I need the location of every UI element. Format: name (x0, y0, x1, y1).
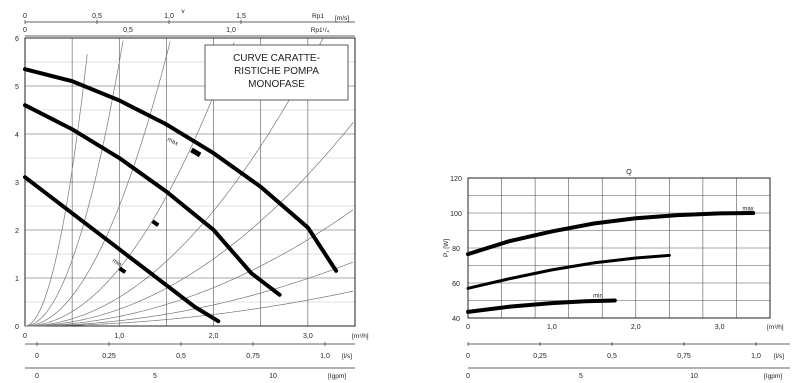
top-axis-1-name: Rp1 (312, 13, 324, 20)
system-curve (25, 38, 324, 327)
y-tick-label: 5 (15, 84, 19, 91)
bottom-axis-1-tick: 0,25 (533, 353, 547, 360)
top-axis-1-tick: 1,0 (164, 13, 174, 20)
title-box (204, 44, 349, 101)
bottom-axis-1-tick: 1,0 (751, 353, 761, 360)
bottom-axis-2-unit: [Igpm] (764, 373, 782, 380)
bottom-axis-1-tick: 0 (35, 353, 39, 360)
bottom-axis-1-tick: 0,25 (102, 353, 116, 360)
top-axis-marker: v (181, 8, 185, 15)
series-marker (190, 147, 202, 158)
x-tick-label: 1,0 (114, 333, 124, 340)
series-marker (151, 219, 160, 227)
x-tick-label: 1,0 (547, 324, 557, 331)
system-curve (25, 290, 354, 327)
bottom-axis-2-tick: 10 (690, 373, 698, 380)
x-tick-label: 0 (466, 324, 470, 331)
y-tick-label: 1 (15, 276, 19, 283)
bottom-axis-1-unit: [l/s] (774, 353, 784, 360)
plot-frame (467, 177, 771, 319)
series-marker (118, 266, 127, 274)
y-tick-label: 80 (452, 246, 460, 253)
bottom-axis-1-tick: 0 (466, 353, 470, 360)
system-curve (25, 41, 235, 327)
chart-title: Q (626, 169, 632, 176)
system-curve (25, 122, 354, 327)
bottom-axis-2-tick: 10 (269, 373, 277, 380)
y-tick-label: 40 (452, 316, 460, 323)
bottom-axis-1-unit: [l/s] (342, 353, 352, 360)
bottom-axis-2-tick: 5 (579, 373, 583, 380)
top-axis-1-tick: 0 (23, 13, 27, 20)
chart-title-line: RISTICHE POMPA (234, 66, 319, 77)
y-tick-label: 100 (450, 211, 462, 218)
series-label: min (111, 258, 122, 268)
system-curve (25, 209, 354, 327)
series-label: max (166, 137, 179, 148)
top-axis-2-tick: 1,0 (226, 27, 236, 34)
y-tick-label: 2 (15, 228, 19, 235)
x-tick-label: 3,0 (303, 333, 313, 340)
y-tick-label: 60 (452, 281, 460, 288)
series-line (466, 211, 756, 257)
y-tick-label: 120 (450, 176, 462, 183)
chart-title: CURVE CARATTE- RISTICHE POMPA MONOFASE (233, 53, 320, 90)
bottom-axis-1-tick: 0,75 (246, 353, 260, 360)
system-curve (25, 261, 354, 327)
x-tick-label: 2,0 (209, 333, 219, 340)
chart-title-line: CURVE CARATTE- (233, 53, 320, 64)
head-flow-chart: CURVE CARATTE- RISTICHE POMPA MONOFASE max m… (15, 8, 369, 380)
bottom-axis-2-tick: 5 (153, 373, 157, 380)
x-tick-label: 2,0 (631, 324, 641, 331)
top-axis-1-tick: 1,5 (236, 13, 246, 20)
x-unit-label: [m³/h] (767, 324, 784, 331)
chart-title-line: MONOFASE (248, 79, 305, 90)
bottom-axis-1-tick: 0,5 (607, 353, 617, 360)
system-curve (24, 54, 88, 327)
system-curve (25, 41, 171, 327)
system-curve (24, 40, 124, 327)
x-tick-label: 0 (23, 333, 27, 340)
y-tick-label: 0 (15, 324, 19, 331)
bottom-axis-1-tick: 1,0 (320, 353, 330, 360)
y-tick-label: 3 (15, 180, 19, 187)
series-label: min (593, 293, 603, 299)
series-label: max (742, 206, 753, 212)
plot-frame (24, 37, 356, 327)
x-unit-label: [m³/h] (352, 333, 369, 340)
x-tick-label: 3,0 (715, 324, 725, 331)
bottom-axis-1-tick: 0,5 (176, 353, 186, 360)
top-axis-1-tick: 0,5 (92, 13, 102, 20)
series-line (23, 103, 282, 297)
top-axis-2-tick: 0,5 (123, 27, 133, 34)
y-tick-label: 4 (15, 132, 19, 139)
series-line (466, 298, 617, 314)
series-line (466, 253, 671, 290)
series-line (23, 67, 339, 273)
bottom-axis-1-tick: 0,75 (677, 353, 691, 360)
bottom-axis-2-tick: 0 (466, 373, 470, 380)
y-axis-label: P₁ [W] (443, 239, 450, 257)
y-tick-label: 6 (15, 36, 19, 43)
bottom-axis-2-unit: [Igpm] (328, 373, 346, 380)
top-axis-2-tick: 0 (23, 27, 27, 34)
top-axis-1-unit: [m/s] (335, 15, 349, 22)
bottom-axis-2-tick: 0 (35, 373, 39, 380)
top-axis-2-name: Rp1¹/₄ (311, 27, 330, 34)
series-line (23, 175, 221, 324)
